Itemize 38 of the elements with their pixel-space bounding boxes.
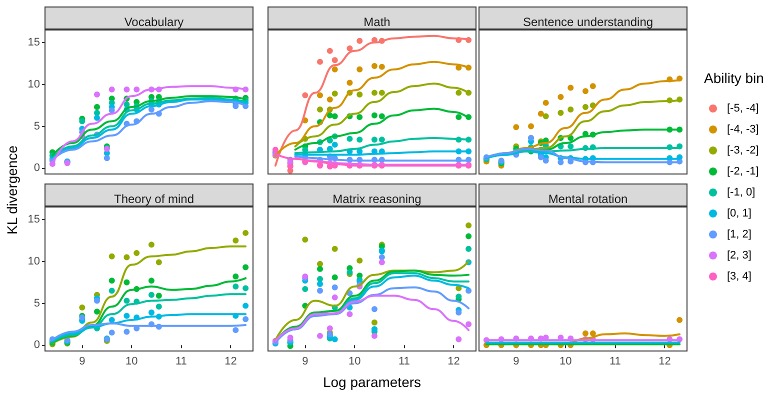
x-tick-label: 10 (560, 356, 572, 368)
x-tick-label: 12 (658, 356, 671, 368)
legend-title: Ability bin (704, 70, 764, 86)
y-tick-label: 10 (28, 78, 40, 90)
chart-title: Vocabulary (124, 15, 184, 29)
x-tick-label: 11 (609, 356, 621, 368)
chart-title: Theory of mind (114, 192, 194, 206)
chart-title: Matrix reasoning (332, 192, 422, 206)
legend-label: [-2, -1] (727, 166, 759, 178)
y-tick-label: 5 (34, 297, 40, 310)
x-tick-label: 12 (224, 356, 237, 368)
legend-label: [-1, 0] (727, 186, 756, 198)
legend-label: [3, 4] (727, 270, 752, 282)
x-tick-label: 9 (302, 356, 308, 368)
x-tick-label: 9 (79, 356, 86, 368)
x-tick-label: 12 (448, 356, 460, 368)
x-tick-label: 11 (175, 356, 187, 368)
chart-title: Math (364, 15, 390, 29)
legend-label: [1, 2] (727, 228, 752, 240)
legend-label: [-4, -3] (727, 124, 759, 136)
y-tick-label: 0 (34, 339, 40, 352)
chart-title: Sentence understanding (522, 15, 654, 29)
y-tick-label: 15 (28, 214, 40, 226)
x-tick-label: 11 (398, 356, 410, 368)
legend-label: [0, 1] (727, 208, 752, 220)
legend-label: [-3, -2] (727, 144, 759, 156)
y-tick-label: 0 (34, 162, 40, 174)
y-tick-label: 15 (28, 36, 40, 49)
y-axis-title: KL divergence (4, 145, 20, 234)
x-tick-label: 9 (513, 356, 520, 368)
x-axis-title: Log parameters (322, 374, 422, 390)
y-tick-label: 10 (28, 255, 40, 268)
chart-title: Mental rotation (548, 192, 628, 206)
x-tick-label: 10 (348, 356, 361, 368)
y-tick-label: 5 (34, 120, 40, 132)
legend-label: [-5, -4] (727, 102, 759, 114)
legend-label: [2, 3] (727, 250, 752, 262)
x-tick-label: 10 (126, 356, 138, 368)
